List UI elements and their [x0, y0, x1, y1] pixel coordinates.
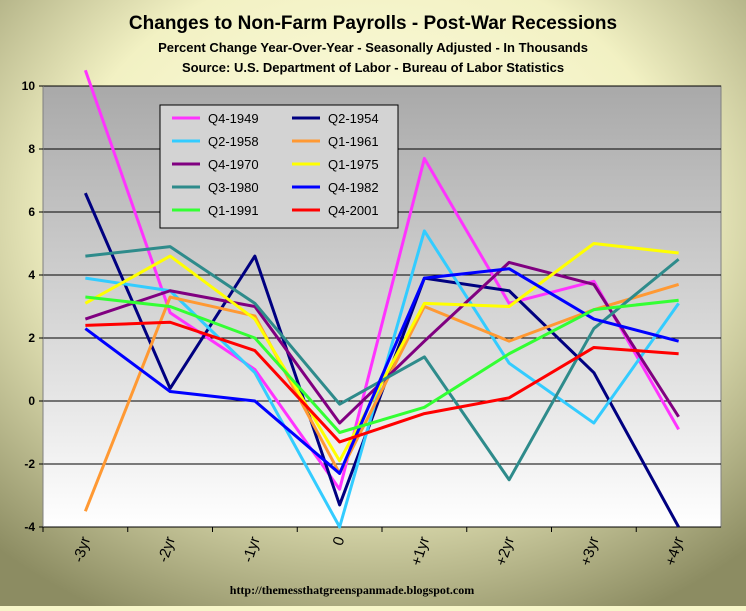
y-tick-label: 6	[28, 205, 35, 219]
legend-label-q1-1991: Q1-1991	[208, 203, 259, 218]
footer-url: http://themessthatgreenspanmade.blogspot…	[230, 583, 474, 597]
legend-label-q1-1961: Q1-1961	[328, 134, 379, 149]
y-tick-label: 0	[28, 394, 35, 408]
y-tick-label: 8	[28, 142, 35, 156]
legend-label-q2-1954: Q2-1954	[328, 111, 379, 126]
chart-subtitle-2: Source: U.S. Department of Labor - Burea…	[182, 60, 564, 75]
chart-subtitle-1: Percent Change Year-Over-Year - Seasonal…	[158, 40, 588, 55]
legend-label-q4-1949: Q4-1949	[208, 111, 259, 126]
legend-label-q3-1980: Q3-1980	[208, 180, 259, 195]
y-tick-label: 4	[28, 268, 35, 282]
series-line-q1-1991	[85, 295, 679, 434]
y-tick-label: 10	[22, 79, 36, 93]
legend: Q4-1949 Q2-1954 Q2-1958 Q1-1961 Q4-1970 Q1-19…	[159, 104, 399, 229]
legend-label-q4-1970: Q4-1970	[208, 157, 259, 172]
y-tick-label: -4	[24, 520, 35, 534]
series-line-q4-2001	[85, 320, 679, 444]
y-axis-ticks: -4 -2 0 2 4 6 8 10	[22, 79, 43, 534]
y-tick-label: 2	[28, 331, 35, 345]
series-line-q1-1961	[83, 283, 680, 512]
legend-box	[159, 104, 399, 229]
legend-label-q4-1982: Q4-1982	[328, 180, 379, 195]
series-line-q4-1949	[83, 69, 680, 491]
y-tick-label: -2	[24, 457, 35, 471]
legend-label-q1-1975: Q1-1975	[328, 157, 379, 172]
series-line-q4-1982	[84, 267, 680, 475]
series-lines	[83, 69, 680, 529]
legend-label-q2-1958: Q2-1958	[208, 134, 259, 149]
legend-label-q4-2001: Q4-2001	[328, 203, 379, 218]
series-line-q3-1980	[85, 245, 680, 482]
chart-title: Changes to Non-Farm Payrolls - Post-War …	[129, 13, 617, 34]
